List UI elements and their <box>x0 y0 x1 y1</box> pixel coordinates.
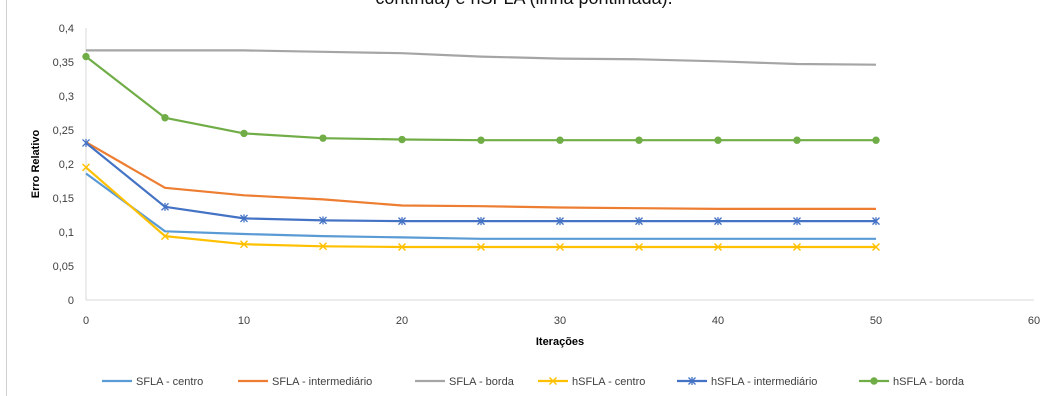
chart-title: contínua) e hSFLA (linha pontilhada). <box>0 0 1048 9</box>
data-point <box>319 216 327 225</box>
data-point <box>635 242 643 251</box>
x-axis-title: Iterações <box>536 336 584 348</box>
data-point-stroke <box>398 242 406 251</box>
data-point-stroke <box>82 163 90 172</box>
data-point-stroke <box>319 242 327 251</box>
data-point <box>240 129 248 138</box>
data-point <box>793 217 801 226</box>
series-line <box>85 141 876 210</box>
legend-label: SFLA - centro <box>136 376 203 388</box>
data-point <box>398 135 406 144</box>
data-point <box>714 217 722 226</box>
legend-item: hSFLA - borda <box>859 376 965 388</box>
data-point <box>477 217 485 226</box>
legend-label: SFLA - intermediário <box>272 376 372 388</box>
page-edge-divider <box>6 0 7 396</box>
data-point <box>82 138 90 147</box>
data-point-stroke <box>872 242 880 251</box>
series-2 <box>86 49 877 66</box>
series-line <box>86 49 877 66</box>
y-tick-label: 0,3 <box>59 91 74 103</box>
data-point <box>319 134 327 142</box>
data-point <box>688 377 696 385</box>
legend-label: SFLA - borda <box>449 376 515 388</box>
data-point <box>161 114 169 122</box>
data-point-stroke <box>240 240 248 249</box>
y-tick-label: 0,05 <box>53 261 74 273</box>
series-0 <box>85 172 876 240</box>
y-axis-title: Erro Relativo <box>30 129 42 198</box>
y-tick-label: 0,4 <box>59 23 74 35</box>
legend: SFLA - centro SFLA - intermediário SFLA - … <box>102 376 965 388</box>
data-point <box>556 217 564 226</box>
x-tick-label: 30 <box>554 315 566 327</box>
data-point <box>82 163 90 172</box>
data-point <box>549 377 557 385</box>
legend-item: hSFLA - intermediário <box>677 376 817 388</box>
series-line <box>85 55 876 142</box>
data-point <box>793 242 801 251</box>
axes: 0 0,05 0,1 0,15 0,2 0,25 0,3 0,35 0,4 0 10 20 30 40 50… <box>53 23 1041 327</box>
legend-label: hSFLA - borda <box>893 376 965 388</box>
legend-item: hSFLA - centro <box>538 376 645 388</box>
series-1 <box>85 141 876 210</box>
series-3 <box>82 163 880 251</box>
legend-item: SFLA - centro <box>102 376 203 388</box>
data-point <box>319 242 327 251</box>
legend-item: SFLA - intermediário <box>238 376 372 388</box>
series-5 <box>82 52 880 144</box>
data-point <box>714 136 722 144</box>
legend-label: hSFLA - intermediário <box>711 376 817 388</box>
data-point-stroke <box>161 232 169 241</box>
x-tick-label: 20 <box>396 315 408 327</box>
data-point <box>240 214 248 223</box>
data-point <box>872 217 880 226</box>
y-tick-label: 0,15 <box>53 193 74 205</box>
data-point-stroke <box>714 242 722 251</box>
x-tick-label: 40 <box>712 315 724 327</box>
data-point <box>398 217 406 226</box>
y-tick-label: 0,35 <box>53 57 74 69</box>
legend-label: hSFLA - centro <box>572 376 645 388</box>
data-point <box>477 136 485 144</box>
data-point-stroke <box>635 242 643 251</box>
data-point-stroke <box>793 242 801 251</box>
legend-item: SFLA - borda <box>415 376 515 388</box>
data-point <box>82 52 90 61</box>
data-point <box>161 232 169 241</box>
data-point <box>793 136 801 144</box>
series-line <box>85 172 876 240</box>
data-point <box>872 136 880 144</box>
data-point-stroke <box>477 242 485 251</box>
data-point <box>161 202 169 211</box>
data-point <box>870 377 878 385</box>
y-tick-label: 0,1 <box>59 227 74 239</box>
series-layer <box>82 49 880 251</box>
y-tick-label: 0,2 <box>59 159 74 171</box>
data-point <box>398 242 406 251</box>
y-tick-label: 0 <box>68 295 74 307</box>
data-point <box>556 242 564 251</box>
data-point-stroke <box>549 377 557 385</box>
data-point <box>872 242 880 251</box>
series-4 <box>82 138 880 226</box>
x-tick-label: 10 <box>238 315 250 327</box>
data-point <box>635 136 643 144</box>
y-tick-label: 0,25 <box>53 125 74 137</box>
data-point <box>714 242 722 251</box>
x-tick-label: 60 <box>1028 315 1040 327</box>
x-tick-label: 0 <box>83 315 89 327</box>
data-point-stroke <box>556 242 564 251</box>
data-point <box>240 240 248 249</box>
x-tick-label: 50 <box>870 315 882 327</box>
data-point <box>635 217 643 226</box>
data-point <box>556 136 564 144</box>
data-point <box>477 242 485 251</box>
